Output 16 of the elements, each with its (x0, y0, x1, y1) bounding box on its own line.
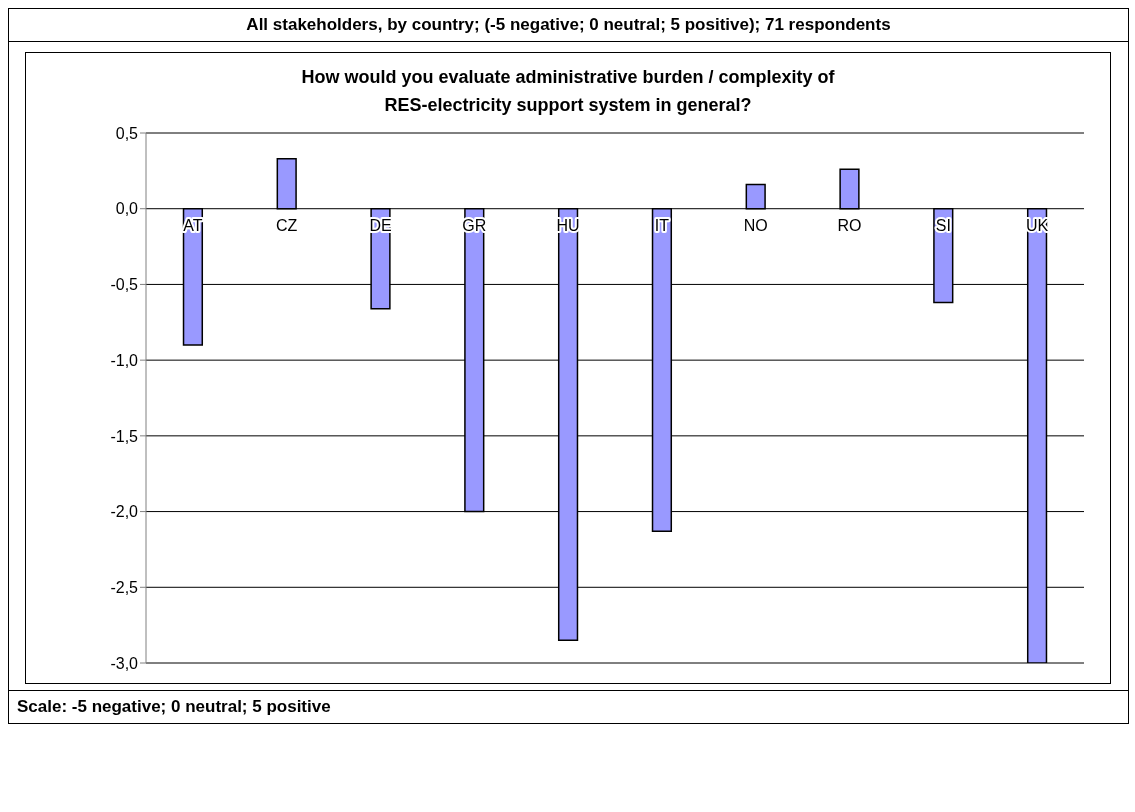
x-tick-label: NO (743, 216, 768, 234)
y-tick-label: -0,5 (110, 276, 139, 294)
y-tick-label: -3,0 (110, 654, 139, 672)
chart-title: All stakeholders, by country; (-5 negative; 0 neutral; 5 positive); 71 respondents (9, 9, 1128, 42)
y-tick-label: -1,0 (110, 351, 139, 369)
x-tick-label: RO (837, 216, 862, 234)
y-tick-label: -1,5 (110, 427, 139, 445)
y-tick-label: -2,5 (110, 578, 139, 596)
y-tick-label: -2,0 (110, 503, 139, 521)
y-tick-label: 0,0 (115, 200, 139, 218)
text: Scale: -5 negative; 0 neutral; 5 positive (16, 696, 332, 718)
x-tick-label: IT (654, 216, 670, 234)
chart-subtitle: How would you evaluate administrative burden / complexity of RES-electricity support system in general? (300, 66, 836, 117)
x-tick-label: SI (935, 216, 951, 234)
x-tick-label: CZ (276, 216, 298, 234)
y-tick-label: 0,5 (115, 124, 139, 142)
